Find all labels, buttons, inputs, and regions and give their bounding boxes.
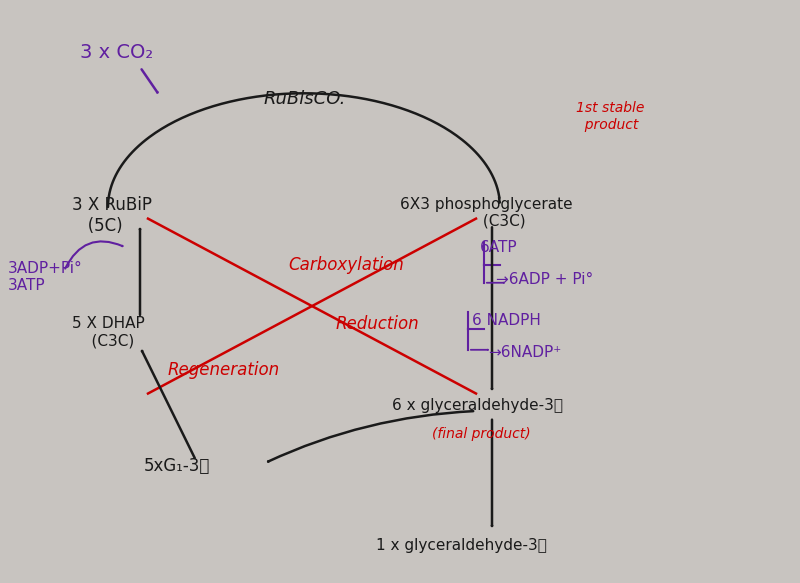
Text: 5xG₁-3Ⓟ: 5xG₁-3Ⓟ (144, 458, 210, 475)
Text: RuBisCO.: RuBisCO. (264, 90, 346, 108)
Text: →6NADP⁺: →6NADP⁺ (488, 345, 562, 360)
Text: 6 x glyceraldehyde-3Ⓟ: 6 x glyceraldehyde-3Ⓟ (392, 398, 563, 413)
Text: (final product): (final product) (432, 427, 530, 441)
Text: 1st stable
  product: 1st stable product (576, 101, 644, 132)
Text: 3 X RuBiP
   (5C): 3 X RuBiP (5C) (72, 196, 152, 235)
Text: 1 x glyceraldehyde-3Ⓟ: 1 x glyceraldehyde-3Ⓟ (376, 538, 547, 553)
Text: 6 NADPH: 6 NADPH (472, 313, 541, 328)
Text: Reduction: Reduction (336, 315, 420, 332)
Text: 3ADP+Pi°
3ATP: 3ADP+Pi° 3ATP (8, 261, 82, 293)
Text: 6X3 phosphoglycerate
                 (C3C): 6X3 phosphoglycerate (C3C) (400, 196, 573, 229)
Text: 6ATP: 6ATP (480, 240, 518, 255)
Text: →6ADP + Pi°: →6ADP + Pi° (496, 272, 594, 287)
Text: 5 X DHAP
    (C3C): 5 X DHAP (C3C) (72, 316, 145, 349)
Text: 3 x CO₂: 3 x CO₂ (80, 43, 154, 62)
Text: Regeneration: Regeneration (168, 361, 280, 379)
Text: Carboxylation: Carboxylation (288, 257, 404, 274)
